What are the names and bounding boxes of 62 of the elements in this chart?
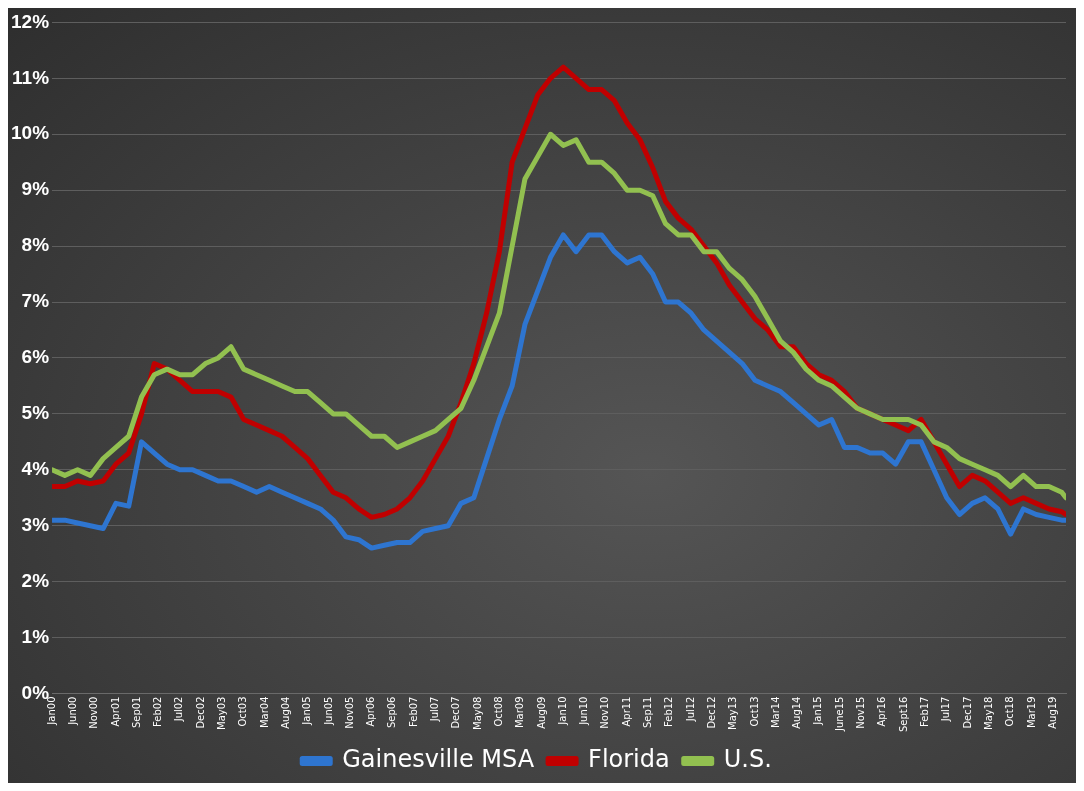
x-tick-label: Dec17 — [961, 696, 973, 729]
x-tick-label: Apr01 — [109, 696, 121, 727]
x-tick-label: Aug19 — [1046, 696, 1058, 729]
x-tick-label: Jul17 — [940, 696, 952, 723]
x-tick-label: Jan10 — [556, 696, 568, 726]
y-tick-label: 1% — [21, 625, 50, 647]
x-tick-label: Nov05 — [343, 696, 355, 729]
x-tick-label: Apr06 — [365, 696, 377, 727]
x-tick-label: Sep01 — [130, 696, 142, 729]
x-tick-label: Nov10 — [599, 696, 611, 729]
x-tick-label: Sep06 — [386, 696, 398, 729]
y-tick-label: 9% — [21, 178, 50, 200]
x-tick-label: Aug04 — [279, 696, 291, 729]
y-tick-label: 8% — [21, 234, 50, 256]
y-tick-label: 4% — [21, 458, 50, 480]
x-tick-label: Sept16 — [897, 696, 909, 733]
x-tick-label: Jul12 — [684, 696, 696, 723]
x-tick-label: Oct18 — [1004, 696, 1016, 727]
x-tick-label: Apr16 — [876, 696, 888, 727]
legend-label: Gainesville MSA — [342, 745, 535, 774]
x-tick-label: Feb02 — [152, 696, 164, 727]
x-tick-label: Jun05 — [322, 696, 334, 726]
x-tick-label: May18 — [982, 696, 994, 730]
y-tick-label: 6% — [21, 346, 50, 368]
legend-label: Florida — [588, 745, 670, 774]
y-tick-label: 5% — [21, 402, 50, 424]
y-tick-label: 12% — [11, 10, 50, 32]
y-tick-label: 7% — [21, 290, 50, 312]
x-tick-label: May08 — [471, 696, 483, 730]
x-tick-label: Nov00 — [88, 696, 100, 729]
y-tick-label: 10% — [11, 122, 50, 144]
x-tick-label: May13 — [727, 696, 739, 730]
x-tick-label: Dec07 — [450, 696, 462, 729]
x-tick-label: Jan05 — [301, 696, 313, 726]
y-tick-label: 2% — [21, 569, 50, 591]
x-tick-label: Dec02 — [194, 696, 206, 729]
legend-label: U.S. — [723, 745, 772, 774]
y-tick-label: 11% — [12, 66, 50, 88]
x-tick-label: Feb07 — [407, 696, 419, 727]
x-tick-label: Feb17 — [919, 696, 930, 727]
x-tick-label: Aug09 — [535, 696, 547, 729]
x-tick-label: Jun10 — [578, 696, 590, 726]
y-tick-label: 3% — [21, 513, 50, 535]
x-tick-label: Aug14 — [791, 696, 803, 729]
x-tick-label: Nov15 — [855, 696, 867, 729]
x-tick-label: Mar19 — [1025, 696, 1037, 729]
x-tick-label: Jul07 — [429, 696, 441, 723]
x-tick-label: Jun00 — [66, 696, 78, 726]
x-tick-label: Mar14 — [769, 696, 781, 729]
x-tick-label: Oct03 — [237, 696, 249, 727]
x-tick-label: Oct13 — [748, 696, 760, 727]
x-tick-label: June15 — [833, 696, 845, 733]
x-tick-label: Apr11 — [620, 696, 632, 727]
x-tick-label: Feb12 — [663, 696, 675, 727]
x-tick-label: Mar09 — [514, 696, 526, 729]
x-tick-label: Jul02 — [173, 696, 185, 723]
x-tick-label: May03 — [216, 696, 228, 730]
x-tick-label: Dec12 — [705, 696, 717, 729]
x-tick-label: Jan15 — [812, 696, 824, 726]
x-tick-label: Oct08 — [492, 696, 504, 727]
x-tick-label: Mar04 — [258, 696, 270, 729]
x-tick-label: Sep11 — [642, 696, 654, 729]
